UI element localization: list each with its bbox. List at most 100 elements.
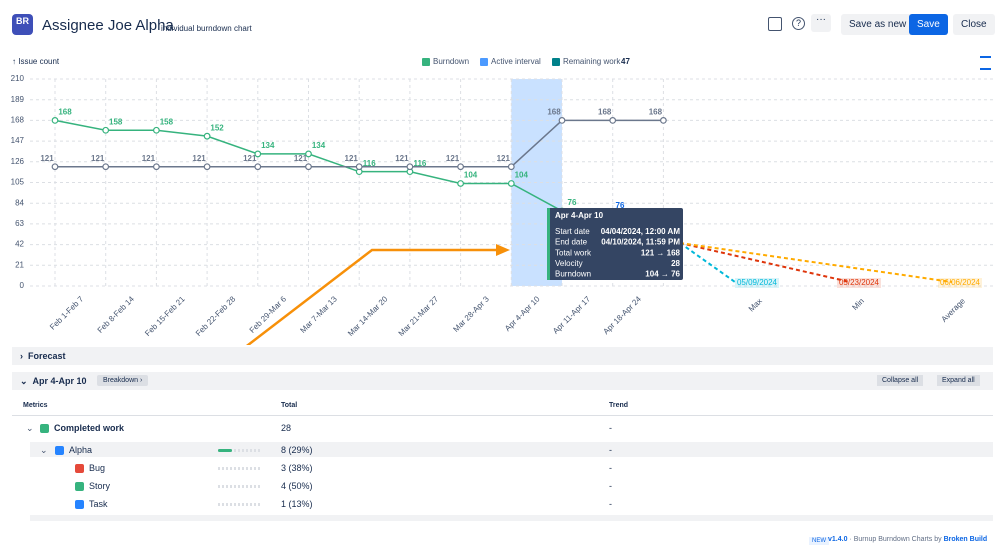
value-label: 121	[345, 154, 359, 163]
point	[254, 163, 262, 171]
expand-all[interactable]: Expand all	[937, 375, 980, 386]
tooltip-key: Velocity	[555, 259, 583, 268]
tooltip-value: 121 → 168	[641, 248, 681, 257]
row-trend: -	[609, 445, 612, 455]
column-header: Trend	[609, 402, 629, 409]
y-tick-label: 168	[11, 116, 25, 125]
point	[102, 163, 110, 171]
row-icon	[75, 464, 84, 473]
value-label: 121	[243, 154, 257, 163]
row-bg	[30, 515, 993, 521]
point	[51, 116, 59, 124]
divider	[12, 415, 993, 416]
tooltip: Apr 4-Apr 10 Start date 04/04/2024, 12:00 …	[547, 208, 683, 280]
value-label: 121	[446, 154, 460, 163]
point	[660, 116, 667, 124]
breakdown-text[interactable]: Breakdown	[103, 377, 139, 384]
breakdown-button[interactable]: Breakdown ›	[97, 375, 149, 386]
footer: v1.4.0 · Burnup Burndown Charts by Broke…	[828, 536, 987, 543]
forecast-date-bg	[735, 278, 779, 288]
point	[51, 163, 59, 171]
progress	[218, 449, 260, 452]
row-trend: -	[609, 463, 612, 473]
forecast-label: Min	[850, 297, 865, 312]
brand: Broken Build	[943, 536, 988, 543]
expander: ⌄	[26, 423, 34, 433]
legend-swatch	[480, 58, 488, 66]
row-label: Task	[89, 499, 108, 509]
y-tick-label: 105	[11, 178, 25, 187]
row-label: Completed work	[54, 423, 125, 433]
new-badge: NEW	[809, 537, 829, 545]
legend-value: 47	[621, 57, 630, 66]
y-tick-label: 42	[15, 240, 24, 249]
x-tick-label: Feb 15-Feb 21	[143, 294, 187, 338]
x-tick-label: Feb 8-Feb 14	[96, 294, 137, 335]
point	[457, 180, 465, 187]
version: v1.4.0	[828, 536, 848, 543]
y-tick-label: 21	[15, 260, 24, 269]
forecast-line	[679, 242, 736, 283]
forecast-date: 05/23/2024	[839, 278, 880, 287]
column-header: Total	[281, 402, 298, 409]
forecast-line	[679, 242, 953, 283]
interval-label[interactable]: ⌄ Apr 4-Apr 10	[20, 376, 87, 386]
collapse-all[interactable]: Collapse all	[877, 375, 924, 386]
point	[457, 163, 465, 171]
tooltip-key: Start date	[555, 227, 590, 236]
value-label: 158	[109, 117, 123, 126]
point	[203, 163, 211, 171]
save-button[interactable]: Save	[909, 14, 948, 35]
forecast-label: Max	[747, 297, 764, 314]
y-tick-label: 126	[11, 157, 25, 166]
y-tick-label: 63	[15, 219, 24, 228]
y-axis-label: ↑ Issue count	[12, 57, 60, 66]
forecast-line	[679, 242, 851, 283]
row-icon	[75, 500, 84, 509]
value-label: 158	[160, 117, 174, 126]
legend-label: Active interval	[491, 57, 541, 66]
y-tick-label: 0	[20, 281, 25, 290]
row-icon	[40, 424, 49, 433]
value-label: 134	[312, 141, 326, 150]
legend-swatch	[422, 58, 430, 66]
value-label: 121	[91, 154, 105, 163]
value-label: 168	[649, 108, 663, 117]
forecast-text[interactable]: Forecast	[28, 351, 66, 361]
help-icon[interactable]: ?	[792, 17, 805, 30]
row-label: Bug	[89, 463, 106, 473]
subtitle: individual burndown chart	[161, 24, 252, 33]
legend-label: Remaining work	[563, 57, 621, 66]
forecast-row[interactable]	[12, 347, 993, 365]
point	[507, 163, 515, 171]
tooltip-value: 28	[671, 259, 680, 268]
legend-swatch	[552, 58, 560, 66]
arrow-head	[496, 244, 510, 256]
close-button[interactable]: Close	[953, 14, 995, 35]
save-as-new-button[interactable]: Save as new	[841, 14, 915, 35]
title: Assignee Joe Alpha	[42, 17, 174, 34]
more-icon[interactable]: ···	[811, 14, 831, 32]
value-label: 76	[568, 198, 577, 207]
tooltip-bar	[547, 208, 550, 280]
point	[152, 126, 160, 134]
layout-icon[interactable]	[768, 17, 782, 31]
row-trend: -	[609, 481, 612, 491]
point	[102, 126, 110, 134]
forecast-label[interactable]: › Forecast	[20, 351, 66, 361]
value-label: 116	[413, 159, 426, 168]
row-icon	[75, 482, 84, 491]
row-total: 8 (29%)	[281, 445, 313, 455]
x-tick-label: Mar 21-Mar 27	[397, 294, 441, 338]
row-total: 1 (13%)	[281, 499, 313, 509]
point	[305, 163, 312, 171]
tooltip-key: End date	[555, 238, 588, 247]
point	[406, 163, 414, 171]
legend-toggle[interactable]	[980, 56, 991, 70]
value-label: 152	[210, 123, 224, 132]
forecast-date: 05/09/2024	[737, 278, 778, 287]
row-trend: -	[609, 423, 612, 433]
tooltip-bg	[547, 208, 683, 280]
x-tick-label: Feb 22-Feb 28	[194, 294, 238, 338]
